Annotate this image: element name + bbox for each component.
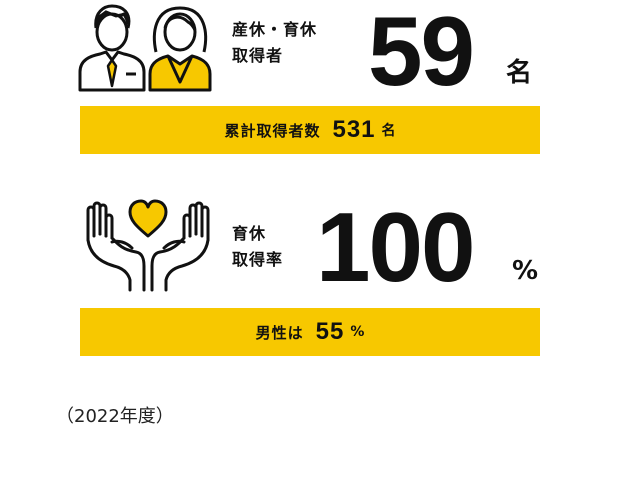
male-rate-bar: 男性は 55 % bbox=[80, 308, 540, 356]
cumulative-takers-value: 531 bbox=[332, 116, 376, 143]
leave-takers-unit: 名 bbox=[506, 58, 533, 88]
childcare-rate-value: 100 bbox=[316, 192, 476, 302]
heart-in-hands-icon bbox=[84, 196, 212, 292]
cumulative-takers-bar: 累計取得者数 531 名 bbox=[80, 106, 540, 154]
male-rate-label: 男性は bbox=[255, 323, 304, 342]
childcare-rate-label-line2: 取得率 bbox=[232, 250, 284, 269]
leave-takers-label-line1: 産休・育休 bbox=[232, 20, 318, 39]
childcare-rate-label-line1: 育休 bbox=[232, 224, 267, 243]
cumulative-takers-unit: 名 bbox=[381, 123, 396, 139]
male-rate-value: 55 bbox=[315, 318, 345, 345]
male-rate-unit: % bbox=[350, 324, 365, 340]
leave-takers-label-line2: 取得者 bbox=[232, 46, 284, 65]
childcare-rate-unit: % bbox=[512, 256, 539, 286]
leave-takers-value: 59 bbox=[368, 0, 475, 106]
cumulative-takers-label: 累計取得者数 bbox=[224, 121, 321, 140]
fiscal-year-note: （2022年度） bbox=[56, 406, 174, 427]
parents-icon bbox=[76, 2, 218, 94]
